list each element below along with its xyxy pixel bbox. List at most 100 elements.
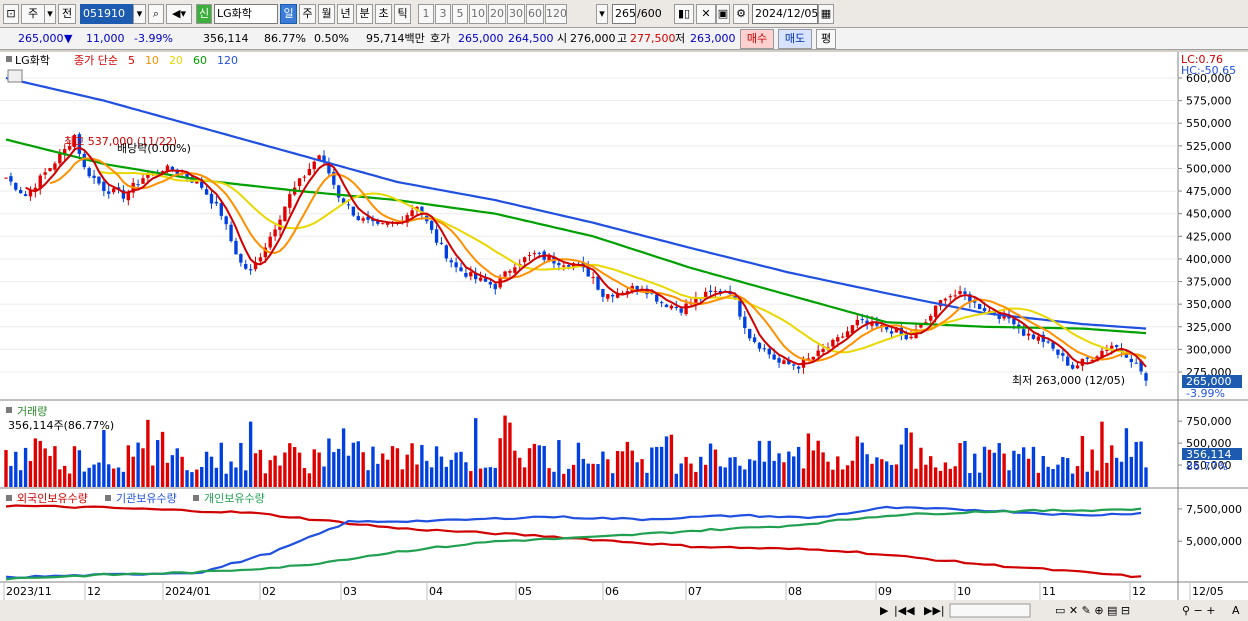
period-button-5[interactable]: 초: [375, 4, 392, 24]
table-icon[interactable]: [7, 69, 23, 83]
volume-bar: [429, 467, 434, 487]
volume-bar: [488, 467, 493, 487]
candle-body: [58, 153, 62, 164]
interval-button-1[interactable]: 1: [418, 4, 434, 24]
date-input[interactable]: 2024/12/05: [752, 4, 818, 24]
candle-body: [674, 306, 678, 308]
code-input[interactable]: 051910: [80, 4, 134, 24]
sound-icon[interactable]: ◀▾: [166, 4, 192, 24]
interval-button-120[interactable]: 120: [545, 4, 567, 24]
interval-button-3[interactable]: 3: [435, 4, 451, 24]
volume-bar: [562, 473, 566, 487]
stock-name-field[interactable]: LG화학: [214, 4, 278, 24]
volume-bar: [992, 452, 997, 487]
x-axis-label: 04: [429, 585, 443, 598]
buy-button[interactable]: 매수: [740, 29, 774, 49]
gear-icon[interactable]: ⚙: [733, 4, 749, 24]
eval-button[interactable]: 평: [816, 29, 836, 49]
market-select[interactable]: 주: [21, 4, 45, 24]
candle-body: [444, 245, 449, 259]
volume-bar: [116, 467, 121, 487]
chevron-down-icon[interactable]: ▾: [44, 4, 56, 24]
volume-bar: [288, 443, 292, 487]
volume-bar: [38, 440, 42, 487]
volume-bar: [317, 452, 321, 487]
interval-button-20[interactable]: 20: [488, 4, 506, 24]
calendar-icon[interactable]: ▦: [818, 4, 834, 24]
prev-button[interactable]: 전: [58, 4, 76, 24]
period-button-2[interactable]: 월: [318, 4, 335, 24]
x-axis-label: 12: [1132, 585, 1146, 598]
candle-type-icon[interactable]: ▮▯: [674, 4, 694, 24]
volume-bar: [787, 451, 791, 487]
candle-body: [596, 276, 600, 290]
interval-button-10[interactable]: 10: [469, 4, 487, 24]
volume-tag: [1182, 448, 1242, 460]
volume-bar: [366, 470, 370, 487]
candle-body: [1114, 345, 1119, 348]
volume-bar: [234, 467, 238, 487]
count-input[interactable]: 265: [612, 4, 636, 24]
stock-chart[interactable]: 600,000 575,000 550,000 525,000 500,000 475,0…: [0, 52, 1248, 621]
period-button-4[interactable]: 분: [356, 4, 373, 24]
scroll-bar[interactable]: [0, 600, 1248, 621]
volume-bar: [1017, 453, 1021, 487]
period-button-1[interactable]: 주: [299, 4, 316, 24]
volume-bar: [410, 443, 414, 487]
volume-bar: [312, 449, 316, 487]
sell-button[interactable]: 매도: [778, 29, 812, 49]
volume-bar: [919, 447, 923, 487]
volume-bar: [126, 445, 131, 487]
volume-bar: [796, 446, 801, 487]
zoom-slider[interactable]: [949, 603, 1031, 618]
volume-bar: [625, 441, 630, 487]
volume-bar: [733, 457, 737, 487]
volume-bar: [1021, 447, 1026, 487]
hc-readout: HC:-50.65: [1181, 64, 1236, 77]
save-icon[interactable]: ▣: [716, 4, 730, 24]
candle-body: [669, 305, 674, 309]
volume-bar: [102, 430, 106, 487]
candle-body: [263, 247, 267, 258]
volume-bar: [963, 440, 967, 487]
interval-button-60[interactable]: 60: [526, 4, 544, 24]
candle-body: [527, 255, 532, 257]
candle-body: [278, 219, 282, 230]
crosshair-icon[interactable]: ✕: [696, 4, 716, 24]
period-button-0[interactable]: 일: [280, 4, 297, 24]
volume-bar: [14, 451, 18, 487]
candle-body: [483, 278, 488, 282]
candle-body: [420, 206, 424, 215]
view-toolbar-icons[interactable]: ▭ ✕ ✎ ⊕ ▤ ⊟: [1055, 604, 1130, 617]
candle-body: [899, 327, 904, 336]
candle-body: [694, 297, 698, 305]
volume-bar: [518, 457, 522, 487]
scroll-start-icon[interactable]: |◀◀: [894, 604, 915, 617]
y-tick-label: 475,000: [1186, 185, 1232, 198]
window-icon[interactable]: ⊡: [3, 4, 19, 24]
interval-button-5[interactable]: 5: [452, 4, 468, 24]
code-dropdown-icon[interactable]: ▾: [133, 4, 146, 24]
volume-bar: [244, 470, 248, 487]
scroll-end-icon[interactable]: ▶▶|: [924, 604, 945, 617]
grid-lines: [0, 77, 1178, 373]
y-tick-label: 600,000: [1186, 72, 1232, 85]
volume-bar: [762, 461, 767, 487]
search-icon[interactable]: ⌕: [148, 4, 164, 24]
interval-button-30[interactable]: 30: [507, 4, 525, 24]
candle-body: [1046, 341, 1050, 343]
zoom-out-icon[interactable]: ⚲ − +: [1182, 604, 1215, 617]
volume-bar: [385, 459, 390, 487]
open-label: 시: [557, 32, 568, 45]
candle-body: [1075, 365, 1080, 369]
period-button-3[interactable]: 년: [337, 4, 354, 24]
font-size-icon[interactable]: A: [1232, 604, 1240, 617]
scroll-right-icon[interactable]: ▶: [880, 604, 889, 617]
interval-dropdown-icon[interactable]: ▾: [596, 4, 608, 24]
period-button-6[interactable]: 틱: [394, 4, 411, 24]
candle-body: [1036, 336, 1041, 341]
volume-bar: [855, 436, 860, 487]
volume-bar: [48, 455, 52, 487]
volume-legend-marker: [6, 407, 12, 413]
volume-bar: [268, 460, 272, 487]
